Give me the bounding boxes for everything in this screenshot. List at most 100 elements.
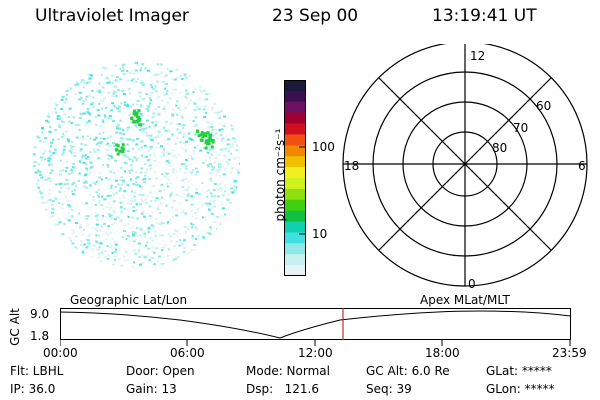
speckle: [62, 151, 65, 154]
colorbar-border: [284, 80, 306, 276]
speckle: [47, 159, 51, 162]
speckle: [194, 167, 198, 170]
speckle: [158, 242, 161, 245]
speckle: [179, 141, 183, 144]
speckle: [169, 194, 172, 197]
speckle: [236, 145, 240, 148]
speckle: [62, 133, 65, 135]
speckle: [217, 114, 221, 117]
speckle: [104, 256, 107, 259]
speckle: [165, 172, 169, 175]
speckle: [131, 159, 134, 162]
speckle: [120, 102, 123, 105]
speckle: [149, 145, 153, 148]
speckle: [104, 238, 107, 241]
speckle: [188, 102, 191, 105]
speckle: [217, 111, 221, 114]
speckle: [221, 147, 225, 150]
speckle: [105, 148, 109, 151]
speckle: [57, 138, 60, 141]
speckle: [157, 113, 161, 116]
speckle: [203, 216, 207, 219]
speckle: [39, 140, 42, 142]
speckle: [120, 176, 124, 179]
speckle: [231, 128, 235, 131]
speckle: [149, 83, 152, 86]
speckle: [80, 201, 83, 204]
speckle: [115, 131, 119, 134]
speckle: [144, 174, 147, 177]
hotspot-pixel: [116, 152, 120, 156]
speckle: [113, 258, 116, 261]
speckle: [151, 139, 154, 142]
speckle: [154, 200, 157, 203]
speckle: [209, 226, 212, 228]
speckle: [131, 200, 133, 203]
speckle: [90, 248, 93, 251]
speckle: [179, 74, 182, 77]
speckle: [131, 160, 134, 163]
hotspot-pixel: [116, 144, 120, 148]
speckle: [229, 145, 233, 148]
speckle: [90, 213, 93, 215]
speckle: [196, 211, 199, 214]
speckle: [148, 215, 152, 218]
colorbar-cell: [284, 90, 306, 103]
speckle: [48, 130, 52, 133]
speckle: [165, 92, 168, 95]
speckle: [81, 203, 84, 206]
speckle: [71, 232, 74, 235]
speckle: [182, 163, 186, 165]
speckle: [233, 185, 236, 188]
speckle: [96, 218, 100, 221]
speckle: [112, 209, 115, 212]
speckle: [117, 110, 121, 113]
speckle: [138, 249, 141, 252]
speckle: [103, 250, 107, 253]
mlt-label-6: 6: [578, 159, 586, 173]
speckle: [97, 142, 99, 145]
speckle: [183, 192, 187, 195]
speckle: [68, 120, 71, 123]
speckle: [37, 169, 40, 172]
speckle: [73, 231, 76, 234]
colorbar-cell: [284, 156, 306, 168]
speckle: [83, 174, 87, 177]
speckle: [166, 151, 170, 154]
colorbar-cell: [284, 123, 306, 136]
speckle: [191, 215, 194, 218]
hotspot-pixel: [137, 118, 141, 122]
speckle: [211, 106, 214, 109]
speckle: [85, 217, 89, 220]
speckle: [71, 242, 75, 245]
speckle: [62, 148, 66, 151]
speckle: [92, 182, 96, 185]
speckle: [195, 229, 198, 232]
speckle: [78, 116, 82, 119]
speckle: [172, 258, 175, 261]
speckle: [44, 137, 47, 140]
speckle: [89, 184, 92, 187]
speckle: [183, 133, 185, 136]
speckle: [126, 258, 130, 261]
colorbar-gradient: [284, 80, 306, 276]
speckle: [64, 130, 68, 133]
speckle: [205, 159, 208, 162]
speckle: [175, 193, 179, 196]
speckle: [70, 171, 74, 174]
colorbar-cell: [284, 134, 306, 146]
speckle: [107, 165, 110, 168]
speckle: [69, 121, 72, 124]
speckle: [51, 211, 55, 214]
timeline-plot: [60, 308, 571, 346]
speckle: [63, 223, 66, 226]
speckle: [79, 223, 82, 226]
speckle: [179, 202, 182, 205]
speckle: [136, 78, 139, 80]
speckle: [167, 161, 171, 164]
speckle: [81, 102, 85, 105]
speckle: [177, 256, 180, 258]
speckle: [179, 168, 182, 170]
speckle: [221, 207, 225, 210]
speckle: [143, 181, 147, 184]
